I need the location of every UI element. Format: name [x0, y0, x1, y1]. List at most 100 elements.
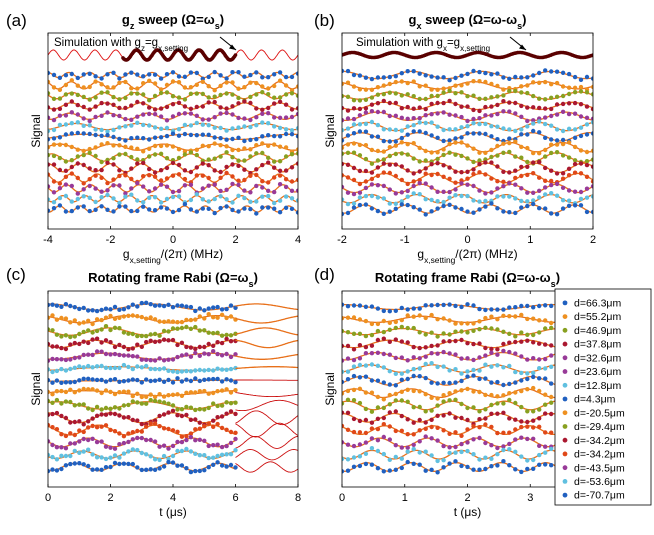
- data-point-b-8-21: [465, 156, 470, 161]
- data-point-c-13-17: [121, 461, 127, 466]
- data-point-a-10-42: [295, 177, 298, 183]
- data-point-a-9-11: [111, 162, 116, 167]
- data-point-d-7-17: [441, 393, 446, 398]
- data-point-c-8-22: [144, 401, 149, 406]
- data-point-c-13-19: [130, 461, 135, 467]
- data-point-a-2-1: [51, 96, 57, 102]
- data-point-d-9-15: [429, 417, 434, 422]
- data-point-c-6-4: [63, 380, 69, 385]
- data-point-a-11-2: [57, 186, 63, 191]
- data-point-d-7-15: [429, 395, 434, 400]
- data-point-d-6-18: [447, 380, 452, 386]
- data-point-c-5-5: [68, 366, 73, 372]
- data-point-d-1-11: [405, 313, 410, 318]
- data-point-a-6-12: [117, 136, 122, 142]
- data-point-a-11-17: [147, 189, 152, 194]
- data-point-c-0-40: [224, 306, 229, 312]
- data-point-c-8-18: [126, 402, 131, 408]
- data-point-c-1-28: [170, 319, 176, 324]
- data-point-d-11-0: [342, 440, 345, 445]
- data-point-b-13-42: [590, 209, 593, 215]
- data-point-d-4-2: [351, 357, 357, 363]
- data-point-d-1-22: [471, 321, 476, 326]
- data-point-c-7-19: [130, 393, 135, 399]
- data-point-b-8-17: [441, 152, 446, 158]
- data-point-a-12-11: [111, 196, 116, 201]
- data-point-a-12-8: [93, 199, 98, 205]
- data-point-c-13-4: [63, 463, 69, 468]
- data-point-a-2-8: [93, 95, 98, 100]
- data-point-a-2-6: [81, 94, 86, 100]
- data-point-a-6-27: [206, 132, 211, 137]
- data-point-b-7-4: [363, 143, 369, 148]
- data-point-d-13-23: [477, 467, 482, 472]
- data-point-c-10-11: [94, 425, 100, 430]
- data-point-d-13-15: [429, 467, 434, 472]
- data-point-b-12-9: [393, 201, 398, 206]
- data-point-a-3-23: [182, 104, 188, 109]
- data-point-c-3-36: [206, 341, 211, 347]
- data-point-d-2-16: [435, 334, 440, 339]
- data-point-d-5-23: [477, 368, 482, 373]
- data-point-a-6-28: [212, 135, 217, 140]
- data-point-d-2-29: [513, 334, 518, 339]
- data-point-c-12-41: [228, 452, 234, 457]
- data-point-a-0-18: [152, 72, 158, 77]
- data-point-a-7-37: [266, 143, 271, 148]
- data-point-c-2-34: [197, 328, 202, 333]
- data-point-d-2-8: [387, 327, 392, 332]
- data-point-b-5-10: [399, 128, 404, 133]
- data-point-b-3-26: [495, 102, 500, 108]
- data-point-c-3-27: [166, 338, 171, 343]
- data-point-d-9-0: [342, 410, 345, 415]
- data-point-b-9-16: [435, 161, 440, 166]
- data-point-d-13-2: [351, 464, 357, 469]
- data-point-d-8-27: [501, 401, 506, 406]
- data-point-a-13-14: [129, 208, 134, 214]
- data-point-b-4-32: [531, 118, 536, 123]
- data-point-b-1-24: [483, 79, 488, 85]
- data-point-c-3-32: [188, 345, 194, 350]
- data-point-b-0-39: [572, 74, 578, 80]
- data-point-a-12-3: [63, 193, 69, 199]
- data-point-b-4-41: [584, 115, 590, 121]
- data-point-a-10-39: [277, 173, 283, 178]
- data-point-d-0-24: [483, 307, 488, 313]
- data-point-a-1-36: [260, 84, 265, 89]
- data-point-b-10-9: [393, 173, 398, 179]
- data-point-d-2-34: [543, 326, 548, 331]
- data-point-c-8-34: [197, 407, 202, 412]
- data-point-a-1-21: [170, 79, 176, 84]
- data-point-a-3-31: [230, 104, 235, 109]
- data-point-a-9-20: [164, 165, 170, 171]
- data-point-a-3-25: [194, 104, 199, 110]
- x-tick-label-c-2: 4: [170, 492, 176, 504]
- data-point-d-7-5: [369, 390, 375, 395]
- data-point-d-2-2: [351, 331, 357, 336]
- data-point-b-9-4: [363, 168, 369, 174]
- data-point-a-8-14: [129, 154, 134, 160]
- data-point-b-7-40: [578, 148, 584, 153]
- data-point-d-1-12: [411, 314, 416, 319]
- data-point-c-7-20: [135, 391, 140, 396]
- data-point-b-10-5: [369, 176, 375, 182]
- data-point-b-1-0: [342, 81, 345, 86]
- data-point-c-12-23: [148, 454, 153, 459]
- data-point-c-4-0: [48, 358, 51, 363]
- data-point-c-6-29: [175, 376, 180, 381]
- data-point-c-12-21: [139, 450, 144, 456]
- data-point-a-9-25: [194, 165, 199, 170]
- data-point-b-8-20: [459, 153, 464, 159]
- data-point-c-8-37: [211, 401, 216, 406]
- data-point-a-3-24: [188, 106, 194, 112]
- data-point-d-13-1: [345, 468, 351, 473]
- data-point-b-1-27: [501, 87, 506, 92]
- data-point-c-13-42: [233, 465, 238, 470]
- data-point-a-2-12: [117, 97, 122, 102]
- data-point-d-2-0: [342, 328, 345, 334]
- data-point-c-1-21: [139, 314, 144, 320]
- data-point-a-7-31: [230, 147, 235, 153]
- data-point-c-0-25: [157, 303, 162, 308]
- data-point-a-4-15: [135, 114, 140, 119]
- data-point-a-0-21: [170, 70, 176, 75]
